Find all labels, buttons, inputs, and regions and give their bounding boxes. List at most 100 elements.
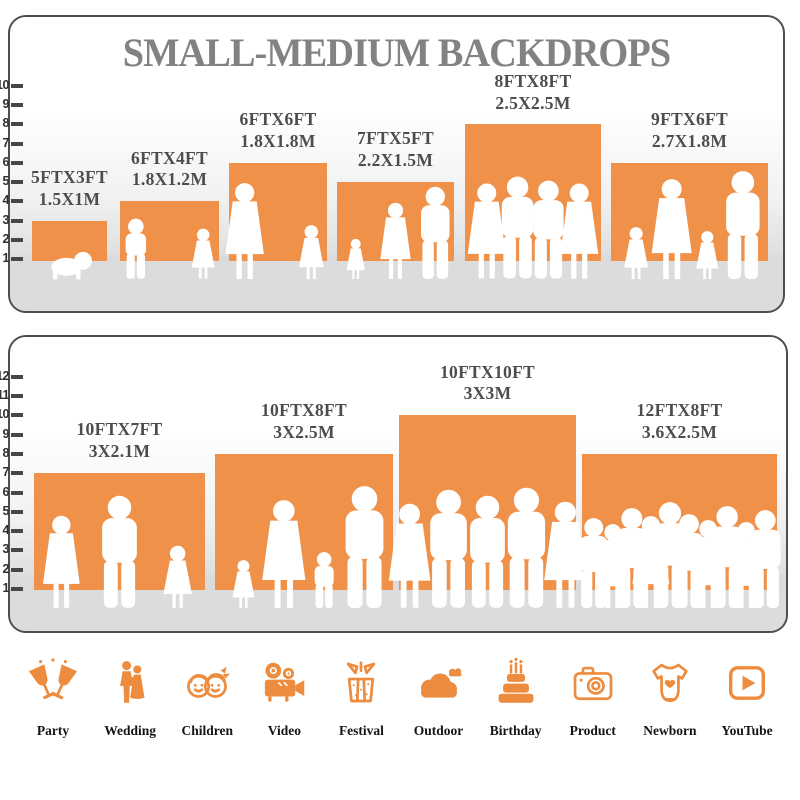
- size-m: 3X2.5M: [273, 422, 335, 443]
- size-m: 2.7X1.8M: [651, 131, 728, 152]
- size-ft: 5FTX3FT: [31, 166, 108, 187]
- axis-tick: [11, 257, 23, 261]
- axis-tick: [11, 394, 23, 398]
- youtube-play-icon: [728, 666, 765, 700]
- axis-tick: [11, 471, 23, 476]
- axis-tick: [11, 122, 23, 127]
- axis-tick: [11, 141, 23, 146]
- axis-tick-label: 8: [2, 116, 10, 131]
- party-icon: [28, 658, 78, 700]
- axis-tick-label: 2: [2, 561, 10, 576]
- axis-tick: [11, 490, 23, 495]
- axis-tick: [11, 103, 23, 108]
- category-label: Newborn: [643, 723, 697, 738]
- category-label: Children: [181, 723, 233, 738]
- size-ft: 9FTX6FT: [651, 109, 728, 130]
- people-silhouette: [467, 176, 599, 279]
- people-silhouette: [388, 487, 587, 608]
- category-newborn: Newborn: [633, 656, 707, 739]
- axis-tick-label: 1: [2, 581, 10, 595]
- page-title: SMALL-MEDIUM BACKDROPS: [122, 30, 671, 75]
- axis-tick: [11, 548, 23, 553]
- people-silhouette: [624, 170, 760, 279]
- backdrop-size-label: 10FTX8FT 3X2.5M: [261, 400, 347, 444]
- large-panel: 12345678910111210FTX7FT3X2.1M10FTX8FT3X2…: [0, 335, 788, 633]
- axis-tick-label: 6: [2, 154, 10, 169]
- category-label: YouTube: [721, 723, 773, 738]
- axis-tick: [11, 451, 23, 456]
- category-label: Party: [36, 723, 70, 738]
- axis-tick-label: 3: [2, 542, 10, 557]
- people-silhouette: [225, 182, 324, 279]
- axis-tick-label: 5: [2, 174, 10, 189]
- backdrop-size-label: 6FTX6FT 1.8X1.8M: [240, 109, 317, 153]
- category-party: Party: [16, 656, 90, 739]
- axis-tick-label: 7: [2, 135, 10, 150]
- axis-tick: [11, 432, 23, 437]
- axis-tick: [11, 567, 23, 572]
- axis-tick: [11, 529, 23, 534]
- wedding-icon: [120, 661, 145, 703]
- small-medium-panel: SMALL-MEDIUM BACKDROPS 1 2 3 4 5 6 7 8 9 10 5FTX3F…: [0, 15, 785, 313]
- size-m: 1.8X1.8M: [240, 131, 316, 152]
- outdoor-cloud-icon: [420, 668, 462, 698]
- people-silhouette: [51, 251, 92, 279]
- backdrop-size-label: 6FTX4FT 1.8X1.2M: [131, 148, 208, 192]
- backdrop-size-label: 5FTX3FT 1.5X1M: [31, 167, 108, 211]
- axis-tick-label: 9: [2, 97, 10, 112]
- size-m: 2.2X1.5M: [357, 150, 434, 171]
- size-ft: 12FTX8FT: [636, 400, 723, 421]
- backdrop-size-label: 9FTX6FT 2.7X1.8M: [651, 109, 728, 153]
- axis-tick: [11, 509, 23, 514]
- category-label: Wedding: [104, 723, 156, 738]
- category-video: Video: [247, 656, 321, 739]
- category-festival: Festival: [324, 656, 398, 739]
- size-m: 3X2.1M: [88, 441, 151, 462]
- backdrop-size-label: 7FTX5FT 2.2X1.5M: [357, 128, 434, 172]
- category-youtube: YouTube: [710, 656, 784, 739]
- axis-tick-label: 7: [2, 465, 10, 480]
- backdrop-bar: [32, 220, 107, 261]
- axis-tick-label: 6: [2, 484, 10, 499]
- axis-tick-label: 11: [0, 388, 10, 402]
- video-camera-icon: [265, 662, 305, 702]
- category-label: Birthday: [489, 723, 542, 738]
- size-m: 3.6X2.5M: [641, 422, 718, 443]
- axis-tick-label: 10: [0, 78, 10, 93]
- axis-tick-label: 10: [0, 407, 10, 422]
- people-silhouette: [125, 218, 215, 279]
- size-m: 1.5X1M: [38, 188, 101, 209]
- category-label: Festival: [338, 723, 384, 738]
- category-birthday: Birthday: [479, 656, 553, 739]
- size-ft: 6FTX4FT: [131, 147, 208, 168]
- axis-tick: [11, 374, 23, 379]
- category-outdoor: Outdoor: [402, 656, 476, 739]
- festival-gift-icon: [347, 661, 376, 703]
- axis-tick-label: 4: [2, 193, 10, 208]
- axis-tick: [11, 237, 23, 242]
- category-product: Product: [556, 656, 630, 739]
- people-silhouette: [232, 485, 384, 608]
- size-m: 2.5X2.5M: [495, 92, 571, 113]
- size-ft: 10FTX7FT: [76, 419, 163, 440]
- category-children: Children: [170, 656, 244, 739]
- axis-tick-label: 1: [2, 251, 10, 265]
- backdrop-size-label: 10FTX7FT 3X2.1M: [76, 419, 162, 463]
- birthday-cake-icon: [498, 657, 534, 703]
- size-ft: 8FTX8FT: [494, 70, 572, 91]
- axis-tick: [11, 199, 23, 204]
- category-icon-row: Party Wedding: [16, 656, 784, 739]
- category-label: Outdoor: [413, 723, 464, 738]
- people-silhouette: [579, 501, 781, 608]
- axis-tick: [11, 413, 23, 418]
- axis-tick-label: 2: [2, 231, 10, 246]
- category-wedding: Wedding: [93, 656, 167, 739]
- axis-tick: [11, 84, 23, 89]
- size-ft: 10FTX10FT: [439, 361, 536, 382]
- axis-tick: [11, 160, 23, 165]
- axis-tick-label: 8: [2, 445, 10, 460]
- size-m: 1.8X1.2M: [131, 169, 208, 190]
- axis-tick: [11, 587, 23, 591]
- axis-tick: [11, 218, 23, 223]
